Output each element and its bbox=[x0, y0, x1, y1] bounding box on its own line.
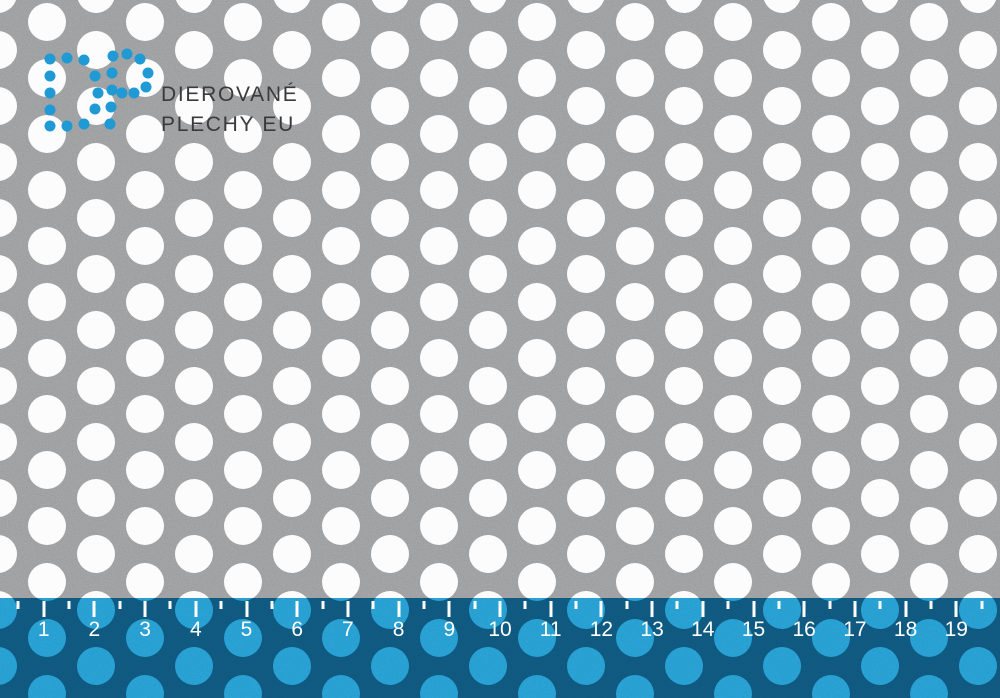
ruler-tick-major bbox=[752, 601, 755, 617]
ruler-tick-minor bbox=[473, 601, 477, 609]
ruler-number: 9 bbox=[443, 618, 456, 641]
ruler-number: 11 bbox=[539, 618, 562, 641]
ruler-tick-minor bbox=[321, 601, 325, 609]
ruler-number: 13 bbox=[640, 618, 664, 641]
ruler-tick-minor bbox=[219, 601, 223, 609]
ruler-number: 10 bbox=[488, 618, 512, 641]
ruler-tick-minor bbox=[878, 601, 882, 609]
ruler-number: 12 bbox=[589, 618, 614, 641]
ruler-tick-major bbox=[498, 601, 502, 617]
ruler-number: 15 bbox=[741, 618, 766, 641]
ruler-tick-major bbox=[346, 601, 350, 617]
ruler-tick-major bbox=[143, 601, 147, 617]
ruler-tick-minor bbox=[371, 601, 375, 609]
ruler-number: 2 bbox=[88, 618, 101, 641]
ruler-tick-major bbox=[295, 601, 299, 617]
ruler-tick-major bbox=[599, 601, 603, 617]
ruler-tick-major bbox=[701, 601, 705, 617]
dp-logo-icon bbox=[44, 48, 154, 132]
ruler-tick-major bbox=[549, 601, 553, 617]
ruler-number: 18 bbox=[893, 618, 918, 641]
ruler-tick-major bbox=[802, 601, 806, 617]
brand-line-2: PLECHY EU bbox=[161, 113, 295, 136]
ruler-tick-minor bbox=[67, 601, 71, 609]
ruler-tick-minor bbox=[675, 601, 679, 609]
ruler-number: 8 bbox=[392, 618, 405, 641]
ruler-tick-major bbox=[245, 601, 248, 617]
ruler-tick-minor bbox=[168, 601, 172, 609]
ruler-tick-major bbox=[194, 601, 198, 617]
ruler-tick-minor bbox=[625, 601, 629, 609]
ruler-tick-minor bbox=[726, 601, 730, 609]
ruler-tick-major bbox=[650, 601, 654, 617]
ruler-tick-major bbox=[904, 601, 908, 617]
ruler-tick-minor bbox=[777, 601, 781, 609]
ruler-tick-minor bbox=[270, 601, 274, 609]
ruler-number: 14 bbox=[691, 618, 715, 641]
brand-name: DIEROVANÉ PLECHY EU bbox=[161, 80, 298, 140]
ruler-tick-minor bbox=[828, 601, 832, 609]
ruler-number: 6 bbox=[291, 618, 304, 641]
ruler-tick-minor bbox=[16, 601, 20, 609]
ruler-number: 17 bbox=[843, 618, 867, 641]
ruler-tick-major bbox=[42, 601, 46, 617]
ruler-number: 1 bbox=[37, 618, 50, 641]
ruler-number: 5 bbox=[240, 618, 253, 641]
ruler-tick-major bbox=[397, 601, 401, 617]
ruler-tick-minor bbox=[118, 601, 122, 609]
ruler-number: 19 bbox=[944, 618, 968, 641]
ruler-tick-minor bbox=[980, 601, 984, 609]
brand-line-1: DIEROVANÉ bbox=[161, 83, 299, 106]
ruler-tick-major bbox=[447, 601, 451, 617]
brand-logo: DIEROVANÉ PLECHY EU bbox=[0, 0, 420, 160]
ruler-number: 3 bbox=[139, 618, 151, 641]
ruler-tick-minor bbox=[574, 601, 578, 609]
ruler-number: 4 bbox=[189, 618, 202, 641]
ruler-tick-minor bbox=[523, 601, 527, 609]
ruler-tick-minor bbox=[422, 601, 426, 609]
ruler-tick-minor bbox=[929, 601, 933, 609]
ruler-number: 16 bbox=[792, 618, 816, 641]
ruler-tick-major bbox=[92, 601, 96, 617]
ruler-number: 7 bbox=[342, 618, 354, 641]
ruler-tick-major bbox=[954, 601, 958, 617]
ruler-tick-major bbox=[853, 601, 857, 617]
